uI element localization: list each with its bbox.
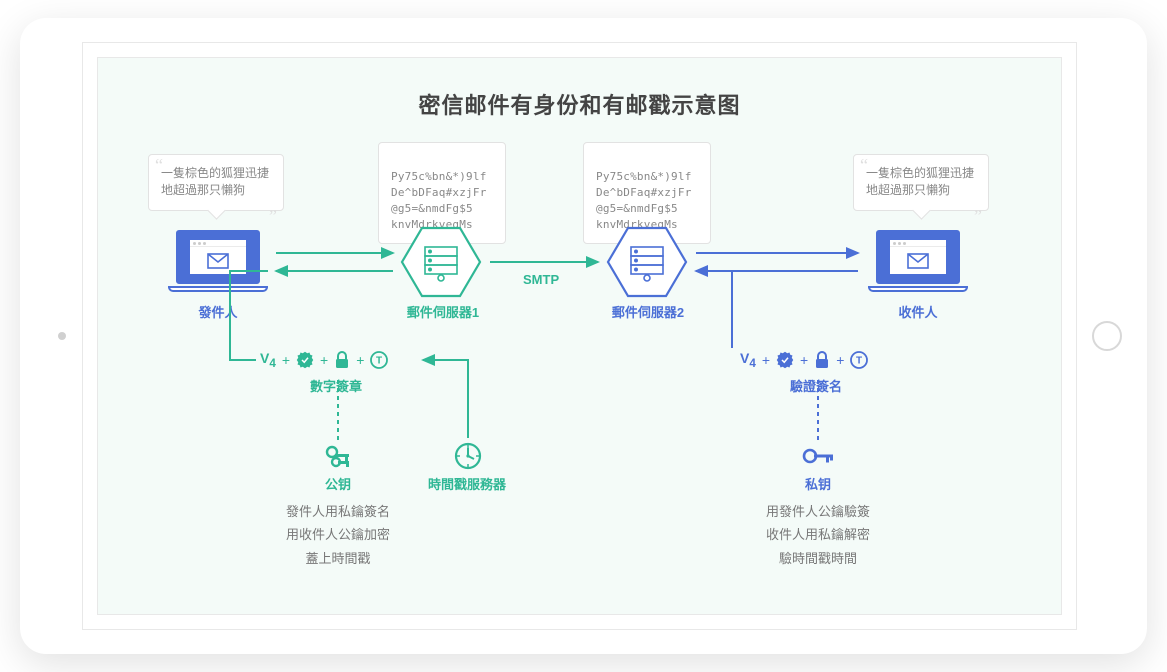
signature-bar-sender: V4 + + + T [260,350,388,370]
private-key-label: 私钥 [805,474,831,493]
mail-icon [207,253,229,269]
server1-label: 郵件伺服器1 [393,302,493,321]
badge-icon [776,351,794,369]
v4-label: V4 [740,350,756,370]
sign-label: 數字簽章 [310,376,362,395]
diagram-title: 密信邮件有身份和有邮戳示意图 [98,88,1061,120]
v4-label: V4 [260,350,276,370]
badge-icon [296,351,314,369]
sender-description: 發件人用私鑰簽名 用收件人公鑰加密 蓋上時間戳 [278,500,398,570]
ciphertext-2: Py75c%bn&*)9lf De^bDFaq#xzjFr @g5=&nmdFg… [596,170,692,231]
timestamp-icon: T [370,351,388,369]
verify-label: 驗證簽名 [790,376,842,395]
lock-icon [814,351,830,369]
svg-text:T: T [376,355,382,366]
arrow-layer [98,58,1061,614]
signature-bar-recipient: V4 + + + T [740,350,868,370]
camera-dot [58,332,66,340]
tablet-frame: 密信邮件有身份和有邮戳示意图 “ 一隻棕色的狐狸迅捷地超過那只懶狗 „ Py75… [20,18,1147,654]
smtp-label: SMTP [523,272,559,287]
plaintext-recipient: 一隻棕色的狐狸迅捷地超過那只懶狗 [866,166,974,197]
public-key-icon [323,442,353,477]
mail-icon [907,253,929,269]
plaintext-bubble-recipient: “ 一隻棕色的狐狸迅捷地超過那只懶狗 „ [853,154,989,211]
ciphertext-1: Py75c%bn&*)9lf De^bDFaq#xzjFr @g5=&nmdFg… [391,170,487,231]
server2-hex [606,226,688,298]
recipient-description: 用發件人公鑰驗簽 收件人用私鑰解密 驗時間戳時間 [758,500,878,570]
plaintext-bubble-sender: “ 一隻棕色的狐狸迅捷地超過那只懶狗 „ [148,154,284,211]
recipient-laptop [868,230,968,292]
server2-label: 郵件伺服器2 [598,302,698,321]
lock-icon [334,351,350,369]
server1-hex [400,226,482,298]
svg-text:T: T [856,355,862,366]
public-key-label: 公钥 [325,474,351,493]
plaintext-sender: 一隻棕色的狐狸迅捷地超過那只懶狗 [161,166,269,197]
sender-laptop [168,230,268,292]
diagram-area: 密信邮件有身份和有邮戳示意图 “ 一隻棕色的狐狸迅捷地超過那只懶狗 „ Py75… [97,57,1062,615]
home-button [1092,321,1122,351]
timestamp-server-label: 時間戳服務器 [428,474,506,493]
clock-icon [454,442,482,475]
sender-label: 發件人 [168,302,268,321]
timestamp-icon: T [850,351,868,369]
screen: 密信邮件有身份和有邮戳示意图 “ 一隻棕色的狐狸迅捷地超過那只懶狗 „ Py75… [82,42,1077,630]
recipient-label: 收件人 [868,302,968,321]
private-key-icon [802,444,834,473]
